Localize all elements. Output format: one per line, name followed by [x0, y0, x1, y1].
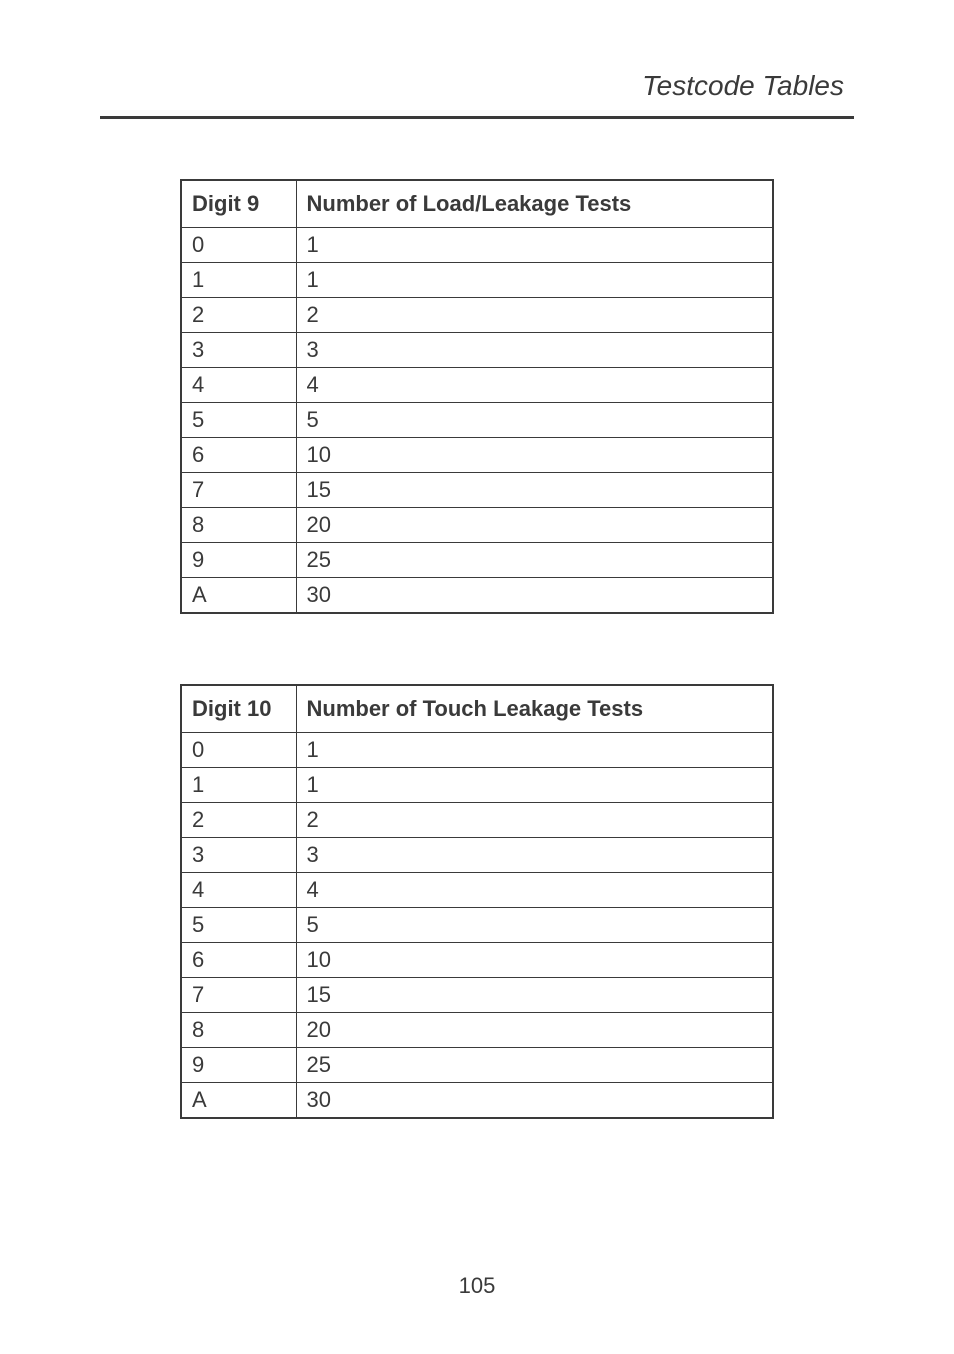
table1-wrapper: Digit 9 Number of Load/Leakage Tests 01 …	[100, 179, 854, 614]
table-digit9: Digit 9 Number of Load/Leakage Tests 01 …	[180, 179, 774, 614]
table-row: 44	[181, 873, 773, 908]
page-number: 105	[0, 1273, 954, 1299]
table-cell: 7	[181, 473, 296, 508]
table-row: 11	[181, 768, 773, 803]
table-cell: 0	[181, 228, 296, 263]
table-cell: A	[181, 1083, 296, 1119]
table-row: 715	[181, 473, 773, 508]
page-content: Testcode Tables Digit 9 Number of Load/L…	[0, 0, 954, 1119]
table-cell: 9	[181, 1048, 296, 1083]
table-row: A30	[181, 578, 773, 614]
table-header-row: Digit 9 Number of Load/Leakage Tests	[181, 180, 773, 228]
table-cell: 4	[296, 368, 773, 403]
table-cell: 1	[296, 733, 773, 768]
table-row: 22	[181, 298, 773, 333]
table-cell: 4	[296, 873, 773, 908]
table-cell: 2	[296, 298, 773, 333]
table2-body: 01 11 22 33 44 55 610 715 820 925 A30	[181, 733, 773, 1119]
table-cell: 15	[296, 978, 773, 1013]
table-row: 715	[181, 978, 773, 1013]
table-cell: 3	[181, 333, 296, 368]
table-cell: 3	[296, 838, 773, 873]
table-cell: 8	[181, 1013, 296, 1048]
table-cell: 1	[181, 263, 296, 298]
table-cell: 0	[181, 733, 296, 768]
table-cell: 1	[296, 228, 773, 263]
table-row: 925	[181, 543, 773, 578]
table-cell: 8	[181, 508, 296, 543]
table-row: 33	[181, 838, 773, 873]
table-cell: 9	[181, 543, 296, 578]
table-cell: 1	[296, 768, 773, 803]
table-cell: 5	[296, 403, 773, 438]
table-cell: 1	[181, 768, 296, 803]
table-cell: 2	[296, 803, 773, 838]
table-row: 55	[181, 403, 773, 438]
table-cell: 3	[181, 838, 296, 873]
table2-wrapper: Digit 10 Number of Touch Leakage Tests 0…	[100, 684, 854, 1119]
table-row: 11	[181, 263, 773, 298]
table2-header-col1: Digit 10	[181, 685, 296, 733]
table-cell: 30	[296, 578, 773, 614]
table-row: 820	[181, 508, 773, 543]
table-cell: 6	[181, 438, 296, 473]
table-cell: 5	[296, 908, 773, 943]
table-cell: 10	[296, 943, 773, 978]
table-cell: 20	[296, 508, 773, 543]
table-cell: 4	[181, 873, 296, 908]
table-cell: 3	[296, 333, 773, 368]
table-row: 925	[181, 1048, 773, 1083]
table-cell: 5	[181, 403, 296, 438]
table-cell: 4	[181, 368, 296, 403]
table-cell: 25	[296, 1048, 773, 1083]
table-cell: 6	[181, 943, 296, 978]
table-cell: 2	[181, 298, 296, 333]
table-cell: 30	[296, 1083, 773, 1119]
table-row: 01	[181, 228, 773, 263]
table1-header-col2: Number of Load/Leakage Tests	[296, 180, 773, 228]
table-cell: 20	[296, 1013, 773, 1048]
table-cell: 7	[181, 978, 296, 1013]
table-row: 33	[181, 333, 773, 368]
table-cell: 5	[181, 908, 296, 943]
table-row: 820	[181, 1013, 773, 1048]
table1-body: 01 11 22 33 44 55 610 715 820 925 A30	[181, 228, 773, 614]
table-cell: 15	[296, 473, 773, 508]
table-cell: 10	[296, 438, 773, 473]
table-cell: 25	[296, 543, 773, 578]
table-cell: A	[181, 578, 296, 614]
table-row: 55	[181, 908, 773, 943]
table2-header-col2: Number of Touch Leakage Tests	[296, 685, 773, 733]
table-cell: 1	[296, 263, 773, 298]
table-row: 01	[181, 733, 773, 768]
table-header-row: Digit 10 Number of Touch Leakage Tests	[181, 685, 773, 733]
table-row: 610	[181, 438, 773, 473]
table-cell: 2	[181, 803, 296, 838]
table-row: A30	[181, 1083, 773, 1119]
table-row: 22	[181, 803, 773, 838]
table1-header-col1: Digit 9	[181, 180, 296, 228]
page-title: Testcode Tables	[100, 70, 854, 119]
table-row: 610	[181, 943, 773, 978]
table-row: 44	[181, 368, 773, 403]
table-digit10: Digit 10 Number of Touch Leakage Tests 0…	[180, 684, 774, 1119]
